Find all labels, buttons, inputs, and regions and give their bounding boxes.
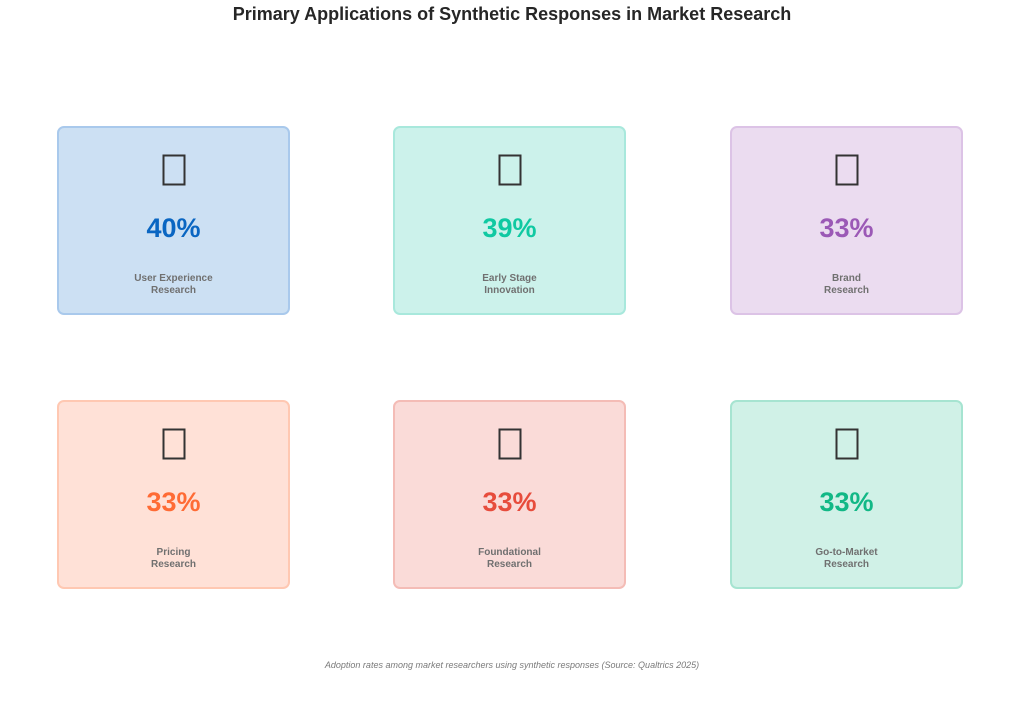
missing-glyph-icon	[59, 428, 288, 462]
stat-card: 33% Pricing Research	[57, 400, 290, 589]
stat-label: Go-to-Market Research	[732, 547, 961, 570]
stat-value: 33%	[819, 213, 874, 243]
stat-label-line: Go-to-Market	[815, 547, 878, 558]
stat-label-line: Research	[150, 558, 197, 570]
stat-label-line: Pricing	[156, 547, 191, 558]
stat-card: 33% Go-to-Market Research	[730, 400, 963, 589]
missing-glyph-icon	[395, 428, 624, 462]
stat-label-line: User Experience	[134, 273, 213, 284]
stat-label-line: Foundational	[478, 547, 541, 558]
stat-label: User Experience Research	[59, 273, 288, 296]
stat-value: 39%	[482, 213, 537, 243]
stat-label-line: Research	[823, 558, 870, 570]
chart-title: Primary Applications of Synthetic Respon…	[232, 4, 792, 24]
stat-label-line: Research	[823, 284, 870, 296]
stat-label-line: Innovation	[484, 284, 535, 296]
stat-value: 33%	[482, 487, 537, 517]
stat-value: 33%	[819, 487, 874, 517]
missing-glyph-icon	[732, 154, 961, 188]
stat-label: Pricing Research	[59, 547, 288, 570]
stat-label: Brand Research	[732, 273, 961, 296]
stat-card: 40% User Experience Research	[57, 126, 290, 315]
missing-glyph-icon	[732, 428, 961, 462]
stat-label-line: Research	[486, 558, 533, 570]
stat-label: Foundational Research	[395, 547, 624, 570]
chart-caption: Adoption rates among market researchers …	[324, 660, 700, 670]
missing-glyph-icon	[395, 154, 624, 188]
missing-glyph-icon	[59, 154, 288, 188]
stat-card: 39% Early Stage Innovation	[393, 126, 626, 315]
stat-card: 33% Brand Research	[730, 126, 963, 315]
stat-label-line: Early Stage	[482, 273, 537, 284]
stat-card: 33% Foundational Research	[393, 400, 626, 589]
stat-value: 40%	[146, 213, 201, 243]
stat-label-line: Brand	[832, 273, 861, 284]
stat-label-line: Research	[150, 284, 197, 296]
stat-label: Early Stage Innovation	[395, 273, 624, 296]
stat-value: 33%	[146, 487, 201, 517]
